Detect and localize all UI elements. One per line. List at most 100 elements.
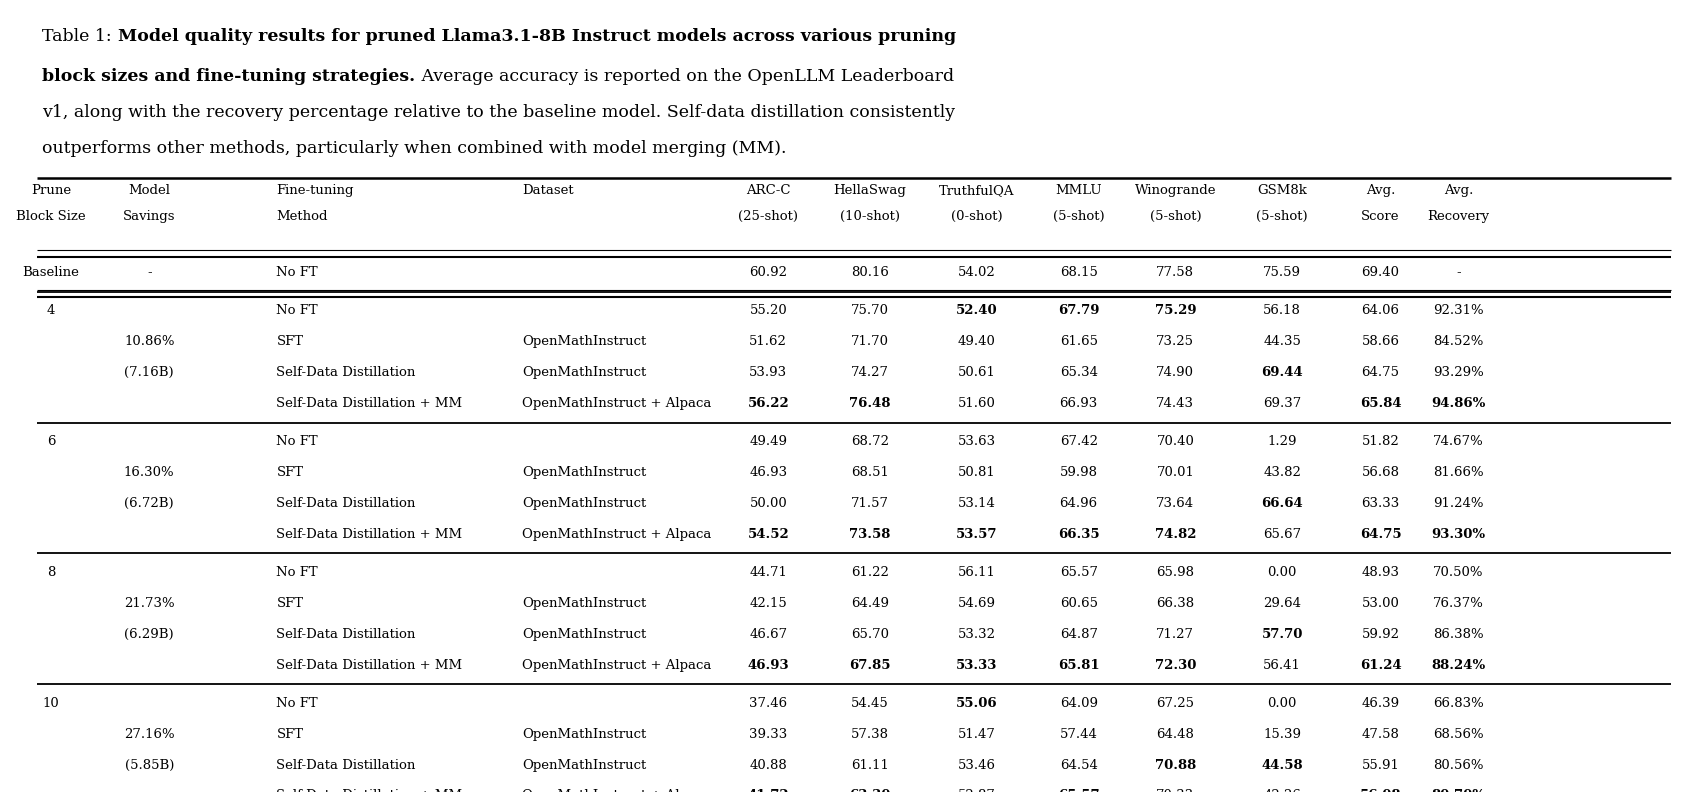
Text: SFT: SFT: [276, 597, 304, 610]
Text: 70.50%: 70.50%: [1433, 566, 1484, 579]
Text: 69.37: 69.37: [1264, 397, 1301, 410]
Text: 42.15: 42.15: [750, 597, 787, 610]
Text: Self-Data Distillation + MM: Self-Data Distillation + MM: [276, 790, 463, 792]
Text: Avg.: Avg.: [1365, 184, 1396, 196]
Text: 51.47: 51.47: [958, 728, 996, 741]
Text: 29.64: 29.64: [1264, 597, 1301, 610]
Text: (5-shot): (5-shot): [1053, 210, 1104, 223]
Text: 1.29: 1.29: [1267, 435, 1297, 448]
Text: No FT: No FT: [276, 304, 319, 318]
Text: (7.16B): (7.16B): [124, 366, 175, 379]
Text: outperforms other methods, particularly when combined with model merging (MM).: outperforms other methods, particularly …: [42, 139, 787, 157]
Text: 61.24: 61.24: [1360, 659, 1401, 672]
Text: 53.93: 53.93: [750, 366, 787, 379]
Text: 53.57: 53.57: [957, 527, 997, 541]
Text: Self-Data Distillation + MM: Self-Data Distillation + MM: [276, 397, 463, 410]
Text: (6.29B): (6.29B): [124, 628, 175, 641]
Text: 93.30%: 93.30%: [1431, 527, 1486, 541]
Text: -: -: [148, 266, 151, 279]
Text: 64.48: 64.48: [1157, 728, 1194, 741]
Text: 65.57: 65.57: [1060, 566, 1097, 579]
Text: 94.86%: 94.86%: [1431, 397, 1486, 410]
Text: Recovery: Recovery: [1428, 210, 1489, 223]
Text: 4: 4: [47, 304, 54, 318]
Text: 65.34: 65.34: [1060, 366, 1097, 379]
Text: 61.11: 61.11: [851, 759, 889, 771]
Text: Self-Data Distillation: Self-Data Distillation: [276, 497, 416, 510]
Text: 44.35: 44.35: [1264, 335, 1301, 348]
Text: 59.98: 59.98: [1060, 466, 1097, 479]
Text: 76.37%: 76.37%: [1433, 597, 1484, 610]
Text: 53.14: 53.14: [958, 497, 996, 510]
Text: 52.40: 52.40: [957, 304, 997, 318]
Text: 80.56%: 80.56%: [1433, 759, 1484, 771]
Text: (25-shot): (25-shot): [738, 210, 799, 223]
Text: 68.72: 68.72: [851, 435, 889, 448]
Text: 65.70: 65.70: [851, 628, 889, 641]
Text: ARC-C: ARC-C: [746, 184, 790, 196]
Text: Fine-tuning: Fine-tuning: [276, 184, 354, 196]
Text: 69.44: 69.44: [1262, 366, 1303, 379]
Text: 64.09: 64.09: [1060, 697, 1097, 710]
Text: 53.33: 53.33: [957, 659, 997, 672]
Text: OpenMathInstruct + Alpaca: OpenMathInstruct + Alpaca: [522, 397, 712, 410]
Text: 63.30: 63.30: [850, 790, 890, 792]
Text: HellaSwag: HellaSwag: [834, 184, 906, 196]
Text: 65.84: 65.84: [1360, 397, 1401, 410]
Text: 75.59: 75.59: [1264, 266, 1301, 279]
Text: 54.45: 54.45: [851, 697, 889, 710]
Text: Winogrande: Winogrande: [1135, 184, 1216, 196]
Text: Average accuracy is reported on the OpenLLM Leaderboard: Average accuracy is reported on the Open…: [416, 67, 953, 85]
Text: 93.29%: 93.29%: [1433, 366, 1484, 379]
Text: 65.67: 65.67: [1264, 527, 1301, 541]
Text: 57.44: 57.44: [1060, 728, 1097, 741]
Text: Method: Method: [276, 210, 327, 223]
Text: 64.06: 64.06: [1362, 304, 1399, 318]
Text: 46.67: 46.67: [750, 628, 787, 641]
Text: OpenMathInstruct: OpenMathInstruct: [522, 335, 646, 348]
Text: 67.42: 67.42: [1060, 435, 1097, 448]
Text: 56.08: 56.08: [1360, 790, 1401, 792]
Text: 54.02: 54.02: [958, 266, 996, 279]
Text: OpenMathInstruct: OpenMathInstruct: [522, 466, 646, 479]
Text: 76.48: 76.48: [850, 397, 890, 410]
Text: 53.63: 53.63: [958, 435, 996, 448]
Text: Model: Model: [129, 184, 170, 196]
Text: 74.82: 74.82: [1155, 527, 1196, 541]
Text: 75.70: 75.70: [851, 304, 889, 318]
Text: Self-Data Distillation: Self-Data Distillation: [276, 628, 416, 641]
Text: 64.75: 64.75: [1360, 527, 1401, 541]
Text: OpenMathInstruct: OpenMathInstruct: [522, 366, 646, 379]
Text: block sizes and fine-tuning strategies.: block sizes and fine-tuning strategies.: [42, 67, 416, 85]
Text: Avg.: Avg.: [1443, 184, 1474, 196]
Text: 54.69: 54.69: [958, 597, 996, 610]
Text: 56.11: 56.11: [958, 566, 996, 579]
Text: 66.64: 66.64: [1262, 497, 1303, 510]
Text: 0.00: 0.00: [1267, 566, 1297, 579]
Text: -: -: [1457, 266, 1460, 279]
Text: 92.31%: 92.31%: [1433, 304, 1484, 318]
Text: 56.41: 56.41: [1264, 659, 1301, 672]
Text: 44.71: 44.71: [750, 566, 787, 579]
Text: 73.58: 73.58: [850, 527, 890, 541]
Text: 50.61: 50.61: [958, 366, 996, 379]
Text: 56.68: 56.68: [1362, 466, 1399, 479]
Text: 59.92: 59.92: [1362, 628, 1399, 641]
Text: 68.56%: 68.56%: [1433, 728, 1484, 741]
Text: 73.64: 73.64: [1157, 497, 1194, 510]
Text: OpenMathInstruct: OpenMathInstruct: [522, 597, 646, 610]
Text: Savings: Savings: [124, 210, 175, 223]
Text: 61.22: 61.22: [851, 566, 889, 579]
Text: 55.06: 55.06: [957, 697, 997, 710]
Text: 6: 6: [46, 435, 56, 448]
Text: TruthfulQA: TruthfulQA: [940, 184, 1014, 196]
Text: 51.82: 51.82: [1362, 435, 1399, 448]
Text: Model quality results for pruned Llama3.1-8B Instruct models across various prun: Model quality results for pruned Llama3.…: [117, 28, 955, 45]
Text: 40.88: 40.88: [750, 759, 787, 771]
Text: 70.40: 70.40: [1157, 435, 1194, 448]
Text: 71.27: 71.27: [1157, 628, 1194, 641]
Text: 65.57: 65.57: [1058, 790, 1099, 792]
Text: 69.40: 69.40: [1362, 266, 1399, 279]
Text: 43.82: 43.82: [1264, 466, 1301, 479]
Text: 8: 8: [47, 566, 54, 579]
